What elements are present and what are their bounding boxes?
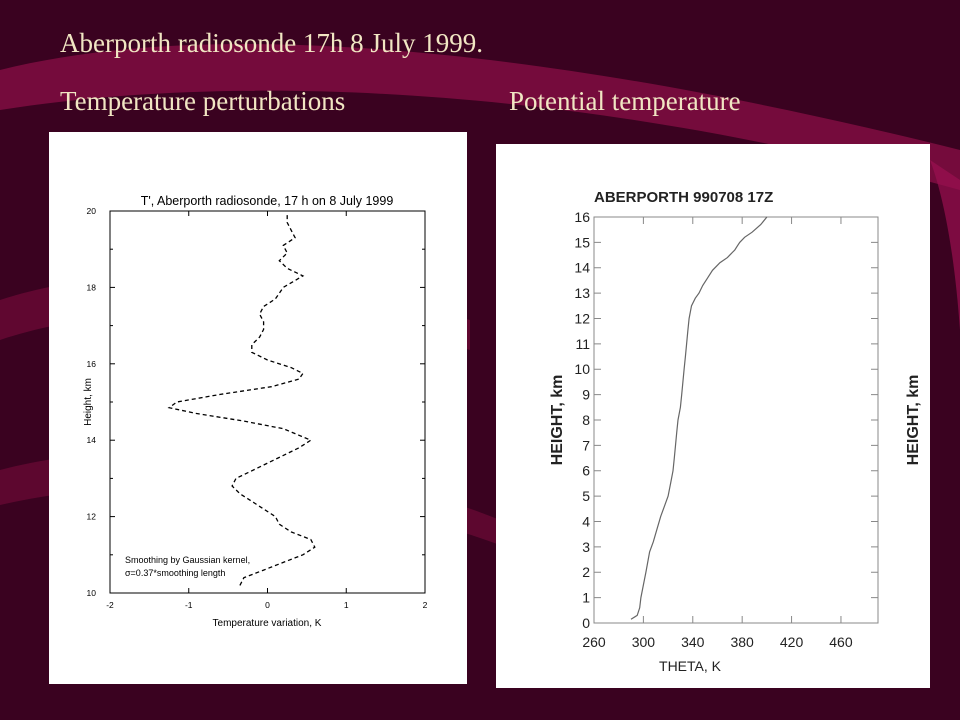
chart2-ytick-label: 10 xyxy=(574,361,590,377)
temperature-perturbation-chart: T', Aberporth radiosonde, 17 h on 8 July… xyxy=(49,132,467,684)
chart2-xtick-label: 380 xyxy=(730,634,754,650)
chart2-xtick-label: 300 xyxy=(632,634,656,650)
background-swoosh xyxy=(0,44,960,190)
chart2-svg: ABERPORTH 990708 17Z 260 300 340 380 420 460 … xyxy=(549,189,922,674)
chart2-ytick-label: 11 xyxy=(575,336,590,352)
chart2-ytick-label: 7 xyxy=(582,437,590,453)
chart2-ylabel-left: HEIGHT, km xyxy=(549,375,566,466)
chart1-ytick-label: 16 xyxy=(87,359,97,369)
chart2-ytick-label: 14 xyxy=(574,260,590,276)
chart1-xtick-label: 2 xyxy=(423,600,428,610)
chart2-ytick-label: 13 xyxy=(574,285,590,301)
chart1-plot-frame xyxy=(109,210,426,594)
chart1-xtick-label: -1 xyxy=(185,600,193,610)
chart1-ytick-label: 20 xyxy=(87,206,97,216)
chart2-xtick-label: 340 xyxy=(681,634,705,650)
background-swoosh-4 xyxy=(930,160,960,330)
slide-title: Aberporth radiosonde 17h 8 July 1999. xyxy=(60,28,483,58)
chart1-series-line xyxy=(167,214,316,586)
chart1-annotation-line2: σ=0.37*smoothing length xyxy=(125,568,225,578)
chart1-title: T', Aberporth radiosonde, 17 h on 8 July… xyxy=(141,194,394,208)
chart1-svg: T', Aberporth radiosonde, 17 h on 8 July… xyxy=(83,194,428,629)
chart1-ytick-label: 10 xyxy=(87,588,97,598)
chart2-ytick-label: 12 xyxy=(574,310,590,326)
chart2-title: ABERPORTH 990708 17Z xyxy=(594,189,773,206)
chart2-ytick-label: 0 xyxy=(582,615,590,631)
chart2-series-line xyxy=(630,216,768,620)
right-caption: Potential temperature xyxy=(509,86,741,116)
chart2-ytick-label: 9 xyxy=(582,387,590,403)
chart2-ytick-label: 5 xyxy=(582,488,590,504)
chart2-plot-frame xyxy=(593,216,879,624)
left-caption: Temperature perturbations xyxy=(60,86,346,116)
chart1-xtick-label: 0 xyxy=(265,600,270,610)
chart1-xtick-label: 1 xyxy=(344,600,349,610)
chart1-ylabel: Height, km xyxy=(83,378,94,426)
chart1-xtick-label: -2 xyxy=(106,600,114,610)
chart2-ylabel-right: HEIGHT, km xyxy=(905,375,922,466)
chart2-xtick-label: 460 xyxy=(829,634,853,650)
chart2-ytick-label: 6 xyxy=(582,463,590,479)
chart1-ytick-label: 12 xyxy=(87,512,97,522)
chart2-ytick-label: 2 xyxy=(582,564,590,580)
chart2-ytick-label: 8 xyxy=(582,412,590,428)
chart1-ytick-label: 18 xyxy=(87,282,97,292)
chart2-xtick-label: 420 xyxy=(780,634,804,650)
chart2-ytick-label: 1 xyxy=(582,590,590,606)
potential-temperature-chart: ABERPORTH 990708 17Z 260 300 340 380 420 460 … xyxy=(496,144,930,688)
chart2-ytick-label: 15 xyxy=(574,234,590,250)
chart1-xlabel: Temperature variation, K xyxy=(213,618,322,629)
chart1-annotation-line1: Smoothing by Gaussian kernel, xyxy=(125,555,250,565)
chart2-xtick-label: 260 xyxy=(582,634,606,650)
chart1-ytick-label: 14 xyxy=(87,435,97,445)
chart2-ytick-label: 4 xyxy=(582,513,590,529)
chart2-ytick-label: 3 xyxy=(582,539,590,555)
chart2-xlabel: THETA, K xyxy=(659,658,722,674)
chart2-ytick-label: 16 xyxy=(574,209,590,225)
